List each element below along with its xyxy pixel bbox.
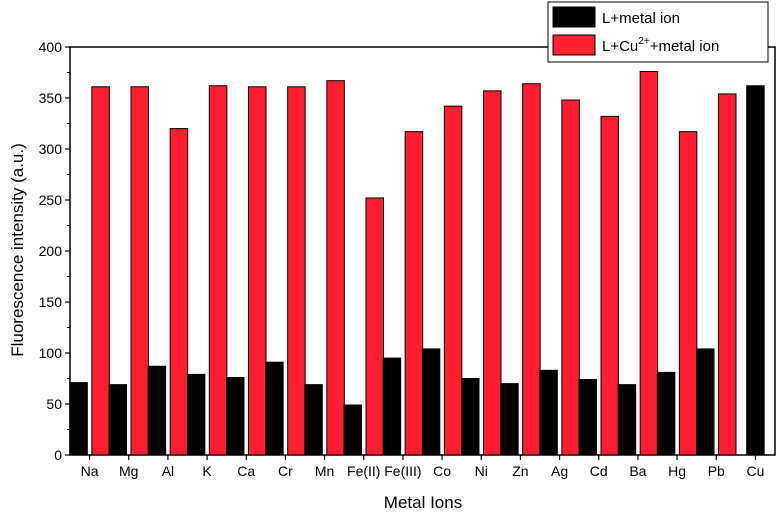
bar-series-1-ag	[539, 369, 558, 456]
bar-series-2-cd	[600, 115, 619, 456]
x-axis: Na Mg Al K Ca Cr Mn Fe(II) Fe(III) Co Ni Zn Ag Cd Ba Hg…	[81, 455, 764, 479]
y-tick-label: 0	[54, 447, 62, 463]
bar-series-1-cu	[746, 85, 765, 456]
x-tick-label: Al	[162, 463, 174, 479]
bar-series-1-pb	[696, 348, 715, 456]
x-tick-label: Ag	[551, 463, 568, 479]
bar-series-1-mg	[108, 384, 127, 456]
x-tick-label: Hg	[668, 463, 686, 479]
y-tick-label: 50	[46, 396, 62, 412]
bar-series-2-feiii	[404, 131, 424, 456]
y-tick-label: 200	[39, 243, 63, 259]
x-tick-label: Cu	[746, 463, 764, 479]
bar-series-1-feii	[343, 404, 362, 456]
y-tick-label: 300	[39, 141, 63, 157]
bar-group	[69, 70, 765, 456]
y-axis: 0 50 100 150 200 250 300 350 400	[39, 39, 70, 463]
bar-series-1-hg	[656, 371, 676, 456]
x-tick-label: Mg	[119, 463, 138, 479]
legend-swatch-series-2	[552, 34, 596, 56]
x-tick-label: Na	[81, 463, 99, 479]
x-tick-label: Cr	[278, 463, 293, 479]
x-tick-label: Ca	[237, 463, 255, 479]
bar-series-2-feii	[365, 197, 384, 456]
bar-series-2-hg	[678, 131, 698, 456]
bar-series-2-mn	[326, 80, 345, 456]
bar-series-1-ni	[461, 378, 480, 456]
bar-series-1-cd	[578, 379, 597, 456]
bar-series-1-mn	[304, 384, 323, 456]
bar-series-2-co	[443, 105, 463, 456]
bar-series-1-ba	[617, 384, 637, 456]
x-tick-label: Ni	[475, 463, 488, 479]
bar-series-1-ca	[226, 376, 245, 456]
y-tick-label: 350	[39, 90, 63, 106]
bar-series-1-cr	[265, 361, 284, 456]
bar-series-2-cr	[287, 86, 306, 456]
x-axis-title: Metal Ions	[384, 493, 462, 512]
x-tick-label: Ba	[629, 463, 646, 479]
bar-series-2-k	[208, 85, 228, 456]
bar-series-2-al	[169, 128, 189, 456]
bar-series-2-pb	[718, 93, 737, 456]
x-tick-label: Mn	[315, 463, 334, 479]
x-tick-label: Pb	[708, 463, 725, 479]
x-tick-label: Cd	[590, 463, 608, 479]
y-tick-label: 400	[39, 39, 63, 55]
bar-series-2-ag	[561, 99, 580, 456]
legend-label-series-2-part-2: +metal ion	[650, 38, 720, 55]
bar-series-1-feiii	[382, 357, 402, 456]
bar-series-2-mg	[130, 86, 149, 456]
x-tick-label: K	[202, 463, 212, 479]
bar-series-2-ni	[483, 90, 502, 456]
y-tick-label: 150	[39, 294, 63, 310]
bar-series-1-k	[186, 373, 206, 456]
bar-series-2-na	[91, 86, 110, 456]
y-tick-label: 100	[39, 345, 63, 361]
legend-label-series-2-part-1: L+Cu	[602, 38, 638, 55]
y-tick-label: 250	[39, 192, 63, 208]
x-tick-label: Co	[433, 463, 451, 479]
x-tick-label: Fe(III)	[384, 463, 421, 479]
bar-series-1-co	[421, 348, 441, 456]
legend: L+metal ion L+Cu2++metal ion	[547, 1, 769, 63]
bar-series-2-ba	[639, 70, 659, 456]
x-tick-label: Fe(II)	[347, 463, 380, 479]
legend-label-series-2: L+Cu2++metal ion	[602, 36, 719, 55]
y-axis-title: Fluorescence intensity (a.u.)	[8, 143, 27, 357]
legend-label-series-1: L+metal ion	[602, 10, 680, 27]
x-tick-label: Zn	[512, 463, 528, 479]
legend-swatch-series-1	[552, 6, 596, 28]
bar-series-1-al	[147, 365, 167, 456]
legend-label-series-2-superscript: 2+	[638, 36, 650, 47]
bar-series-1-zn	[500, 383, 519, 456]
bar-series-2-ca	[248, 86, 267, 456]
bar-series-1-na	[69, 382, 88, 456]
bar-series-2-zn	[522, 83, 541, 456]
